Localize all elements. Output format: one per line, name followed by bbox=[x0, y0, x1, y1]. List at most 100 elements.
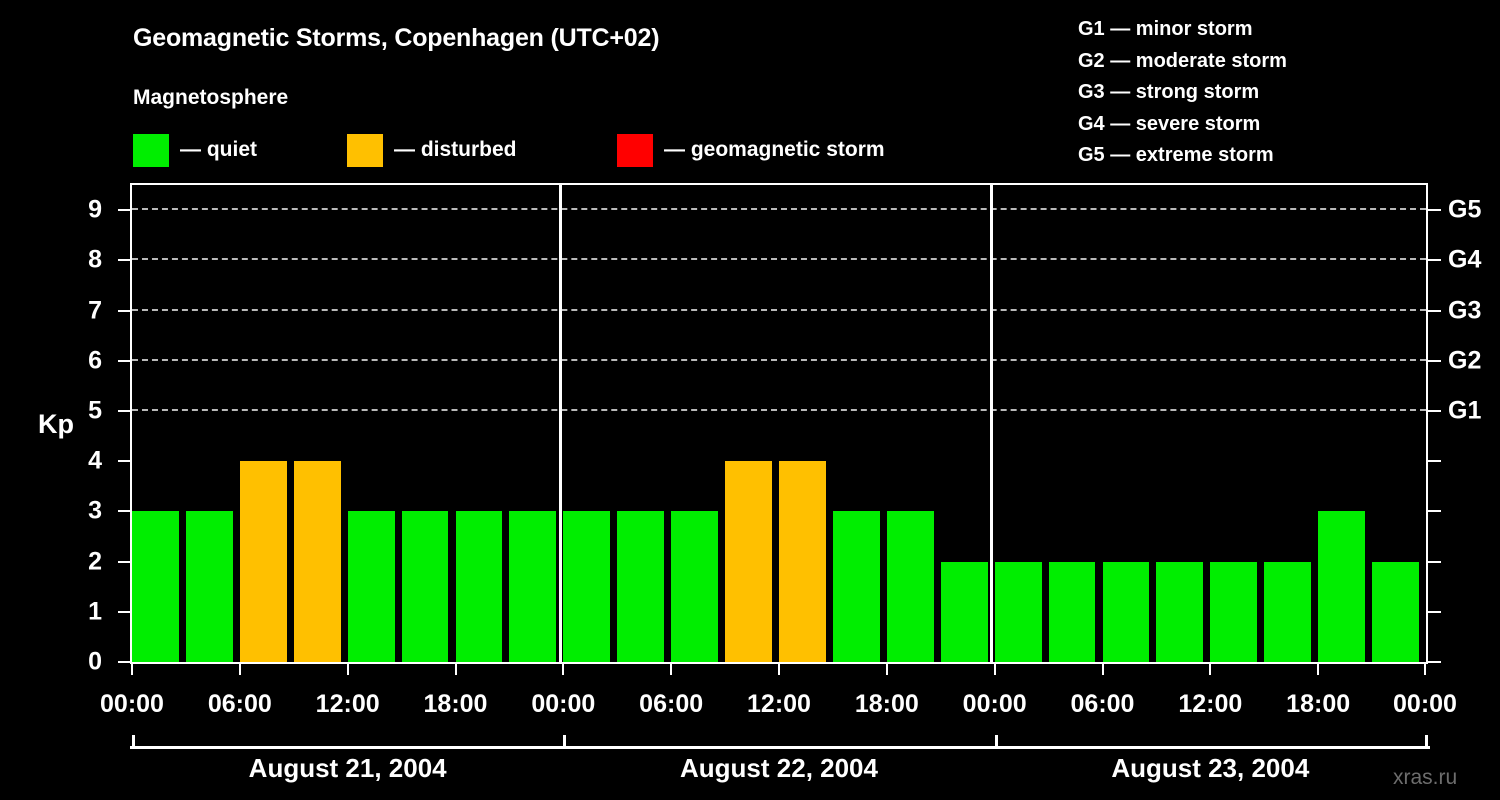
x-tick-label-1: 06:00 bbox=[207, 690, 272, 718]
day-band-line bbox=[130, 746, 1430, 749]
y-tick-mark-3 bbox=[118, 510, 130, 513]
x-tick-mark-3 bbox=[454, 664, 457, 675]
day-label-3: August 23, 2004 bbox=[1111, 753, 1310, 783]
quiet-legend: — quiet bbox=[133, 133, 257, 167]
kp-bar bbox=[1318, 511, 1366, 662]
disturbed-legend-label: — disturbed bbox=[394, 138, 517, 161]
x-tick-mark-1 bbox=[238, 664, 241, 675]
disturbed-legend: — disturbed bbox=[347, 133, 517, 167]
g-tick-label-g4: G4 bbox=[1448, 245, 1482, 274]
x-tick-label-10: 12:00 bbox=[1178, 690, 1243, 718]
day-band-tick-0 bbox=[132, 735, 135, 749]
gridline-kp-8 bbox=[132, 258, 1426, 261]
kp-bar bbox=[347, 511, 395, 662]
x-tick-label-3: 18:00 bbox=[423, 690, 488, 718]
kp-bar bbox=[1264, 561, 1312, 662]
quiet-legend-swatch-icon bbox=[133, 133, 169, 167]
y-tick-mark-2 bbox=[118, 560, 130, 563]
gridline-kp-6 bbox=[132, 358, 1426, 361]
y-tick-mark-1 bbox=[118, 610, 130, 613]
kp-bar bbox=[1156, 561, 1204, 662]
x-tick-mark-9 bbox=[1101, 664, 1104, 675]
geomagnetic-storm-legend: — geomagnetic storm bbox=[617, 133, 885, 167]
g-tick-label-g5: G5 bbox=[1448, 195, 1482, 224]
g-legend-row-g3: G3 — strong storm bbox=[1078, 81, 1260, 103]
y-tick-mark-4 bbox=[118, 460, 130, 463]
gridline-kp-9 bbox=[132, 208, 1426, 211]
x-tick-label-9: 06:00 bbox=[1070, 690, 1135, 718]
kp-bar bbox=[185, 511, 233, 662]
kp-bar bbox=[132, 511, 179, 662]
g-tick-mark-minor-2 bbox=[1428, 560, 1441, 563]
y-tick-mark-9 bbox=[118, 209, 130, 212]
g-legend-row-g4: G4 — severe storm bbox=[1078, 112, 1261, 135]
g-tick-mark-g1 bbox=[1428, 409, 1441, 412]
y-tick-label-5: 5 bbox=[88, 396, 102, 425]
kp-bar bbox=[563, 511, 611, 662]
y-tick-mark-0 bbox=[118, 661, 130, 663]
y-tick-mark-5 bbox=[118, 409, 130, 412]
x-tick-mark-7 bbox=[885, 664, 888, 675]
kp-bar bbox=[671, 511, 719, 662]
y-tick-label-1: 1 bbox=[88, 597, 102, 626]
kp-bar bbox=[994, 561, 1042, 662]
x-tick-label-12: 00:00 bbox=[1393, 690, 1457, 718]
y-tick-label-0: 0 bbox=[88, 647, 102, 676]
g-tick-mark-minor-3 bbox=[1428, 510, 1441, 513]
g-tick-mark-minor-0 bbox=[1428, 661, 1441, 663]
kp-bar bbox=[1102, 561, 1150, 662]
y-axis-title: Kp bbox=[38, 409, 74, 439]
disturbed-legend-swatch-icon bbox=[347, 133, 383, 167]
g-tick-mark-g5 bbox=[1428, 209, 1441, 212]
x-tick-label-0: 00:00 bbox=[100, 690, 164, 718]
quiet-legend-label: — quiet bbox=[180, 138, 257, 161]
day-band bbox=[130, 735, 1430, 749]
g-scale-legend: G1 — minor storm G2 — moderate storm G3 — … bbox=[1078, 14, 1287, 172]
g-tick-mark-g4 bbox=[1428, 259, 1441, 262]
y-tick-label-2: 2 bbox=[88, 547, 102, 576]
geomagnetic-storm-legend-swatch-icon bbox=[617, 133, 653, 167]
g-tick-mark-minor-1 bbox=[1428, 610, 1441, 613]
kp-bar bbox=[886, 511, 934, 662]
y-tick-label-8: 8 bbox=[88, 245, 102, 274]
y-tick-label-6: 6 bbox=[88, 346, 102, 375]
x-tick-label-6: 12:00 bbox=[747, 690, 811, 718]
x-tick-label-11: 18:00 bbox=[1286, 690, 1351, 718]
page-title: Geomagnetic Storms, Copenhagen (UTC+02) bbox=[133, 24, 660, 52]
kp-bar bbox=[940, 561, 988, 662]
kp-bar bbox=[1048, 561, 1096, 662]
kp-bar bbox=[509, 511, 557, 662]
y-tick-mark-6 bbox=[118, 359, 130, 362]
day-separator-1 bbox=[558, 185, 562, 662]
g-legend-row-g1: G1 — minor storm bbox=[1078, 18, 1253, 40]
day-band-tick-3 bbox=[1425, 735, 1428, 749]
g-tick-label-g3: G3 bbox=[1448, 296, 1482, 325]
g-tick-label-g1: G1 bbox=[1448, 396, 1482, 425]
g-tick-mark-minor-4 bbox=[1428, 460, 1441, 463]
x-tick-mark-8 bbox=[993, 664, 996, 675]
x-tick-mark-6 bbox=[778, 664, 780, 675]
day-label-2: August 22, 2004 bbox=[680, 753, 878, 783]
kp-bar bbox=[1210, 561, 1258, 662]
gridline-kp-7 bbox=[132, 308, 1426, 311]
g-legend-row-g2: G2 — moderate storm bbox=[1078, 49, 1287, 72]
day-separator-2 bbox=[990, 185, 994, 662]
x-tick-mark-11 bbox=[1317, 664, 1320, 675]
kp-bar bbox=[293, 461, 341, 662]
x-tick-mark-2 bbox=[346, 664, 349, 675]
watermark: xras.ru bbox=[1393, 766, 1458, 789]
y-tick-mark-8 bbox=[118, 259, 130, 262]
x-tick-label-4: 00:00 bbox=[531, 690, 596, 718]
x-tick-mark-5 bbox=[670, 664, 673, 675]
x-tick-mark-10 bbox=[1209, 664, 1212, 675]
x-tick-mark-0 bbox=[131, 664, 133, 675]
y-tick-label-4: 4 bbox=[88, 446, 102, 475]
day-label-1: August 21, 2004 bbox=[248, 753, 447, 783]
kp-bar bbox=[239, 461, 287, 662]
kp-bar bbox=[401, 511, 449, 662]
kp-bar bbox=[725, 461, 772, 662]
plot-area bbox=[130, 183, 1428, 664]
x-tick-mark-4 bbox=[562, 664, 565, 675]
y-tick-label-3: 3 bbox=[88, 496, 102, 525]
g-tick-label-g2: G2 bbox=[1448, 346, 1482, 375]
